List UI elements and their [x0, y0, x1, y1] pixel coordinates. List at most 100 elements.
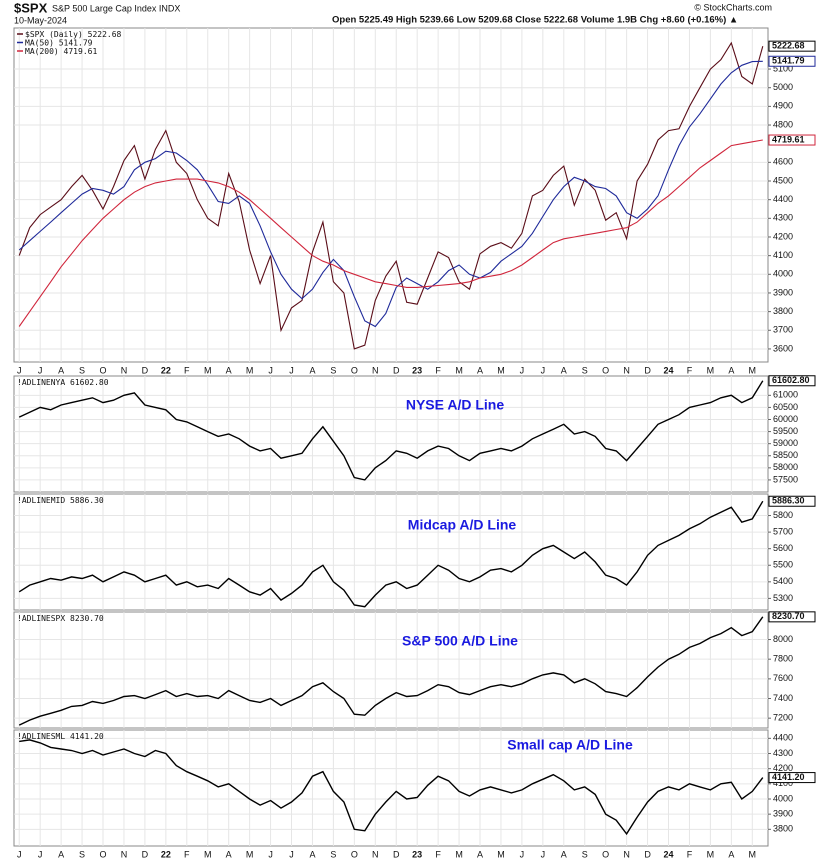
legend-entry: !ADLINESPX 8230.70 — [17, 614, 104, 623]
annotation: Small cap A/D Line — [507, 737, 633, 753]
y-tick-label: 4100 — [773, 778, 793, 788]
y-tick-label: 60000 — [773, 414, 798, 424]
y-tick-label: 7400 — [773, 693, 793, 703]
y-tick-label: 5800 — [773, 510, 793, 520]
y-tick-label: 4600 — [773, 157, 793, 167]
x-tick-label: D — [393, 365, 400, 375]
x-tick-label: N — [372, 849, 379, 859]
x-tick-label: J — [268, 365, 273, 375]
annotation: Midcap A/D Line — [408, 517, 517, 533]
last-value-label: 5141.79 — [772, 56, 805, 66]
x-tick-label: A — [309, 365, 315, 375]
x-tick-label: N — [623, 365, 630, 375]
x-tick-label: F — [184, 365, 190, 375]
y-tick-label: 5300 — [773, 593, 793, 603]
legend-name: $SPX (Daily) — [25, 30, 83, 39]
x-tick-label: D — [644, 849, 651, 859]
y-tick-label: 4100 — [773, 250, 793, 260]
legend-entry: !ADLINEMID 5886.30 — [17, 496, 104, 505]
legend-value: 61602.80 — [70, 378, 109, 387]
y-tick-label: 3800 — [773, 306, 793, 316]
x-tick-label: S — [79, 849, 85, 859]
x-tick-label: M — [749, 365, 757, 375]
legend-value: 4141.20 — [70, 732, 104, 741]
chart-title: $SPX — [14, 0, 48, 15]
y-tick-label: 3900 — [773, 287, 793, 297]
x-tick-label: N — [121, 849, 128, 859]
y-tick-label: 4400 — [773, 194, 793, 204]
legend-name: !ADLINESML — [17, 732, 65, 741]
x-tick-label: A — [58, 849, 64, 859]
panel-frame — [13, 27, 769, 363]
legend-value: 5886.30 — [70, 496, 104, 505]
x-tick-label: M — [246, 365, 254, 375]
x-tick-label: M — [707, 849, 715, 859]
legend-entry: !ADLINESML 4141.20 — [17, 732, 104, 741]
x-tick-label: M — [749, 849, 757, 859]
x-tick-label: F — [687, 849, 693, 859]
y-tick-label: 4200 — [773, 763, 793, 773]
y-tick-label: 4400 — [773, 733, 793, 743]
y-tick-label: 4000 — [773, 269, 793, 279]
y-tick-label: 4300 — [773, 213, 793, 223]
y-tick-label: 4300 — [773, 748, 793, 758]
x-tick-label: A — [728, 365, 734, 375]
last-value-label: 61602.80 — [772, 375, 810, 385]
annotation: NYSE A/D Line — [406, 397, 504, 413]
legend-name: !ADLINEMID — [17, 496, 65, 505]
x-tick-label: 22 — [161, 365, 171, 375]
x-tick-label: J — [541, 365, 546, 375]
x-tick-label: A — [226, 365, 232, 375]
x-tick-label: A — [728, 849, 734, 859]
x-tick-label: N — [623, 849, 630, 859]
x-tick-label: O — [602, 849, 609, 859]
x-tick-label: J — [17, 365, 22, 375]
x-tick-label: D — [142, 365, 149, 375]
x-tick-label: 23 — [412, 365, 422, 375]
legend-value: 8230.70 — [70, 614, 104, 623]
x-tick-label: N — [372, 365, 379, 375]
y-tick-label: 58500 — [773, 450, 798, 460]
legend-entry: !ADLINENYA 61602.80 — [17, 378, 109, 387]
y-tick-label: 59000 — [773, 438, 798, 448]
last-value-badge — [768, 375, 816, 387]
legend-entry: MA(50) 5141.79 — [25, 38, 93, 47]
x-tick-label: J — [520, 849, 525, 859]
last-value-label: 4719.61 — [772, 134, 805, 144]
x-tick-label: A — [477, 849, 483, 859]
x-tick-label: F — [435, 849, 441, 859]
x-tick-label: A — [477, 365, 483, 375]
y-tick-label: 4000 — [773, 793, 793, 803]
series-line — [19, 739, 764, 836]
x-tick-label: O — [100, 849, 107, 859]
y-tick-label: 57500 — [773, 474, 798, 484]
x-tick-label: M — [707, 365, 715, 375]
x-tick-label: F — [435, 365, 441, 375]
y-tick-label: 58000 — [773, 462, 798, 472]
y-tick-label: 3800 — [773, 824, 793, 834]
y-tick-label: 5400 — [773, 576, 793, 586]
legend-name: !ADLINESPX — [17, 614, 65, 623]
panel-frame — [13, 611, 769, 729]
last-value-label: 5222.68 — [772, 41, 805, 51]
x-tick-label: J — [520, 365, 525, 375]
x-tick-label: A — [226, 849, 232, 859]
panel-frame — [13, 493, 769, 611]
series-line — [18, 139, 763, 327]
x-tick-label: O — [351, 365, 358, 375]
legend-value: 5141.79 — [59, 38, 93, 47]
chart-subtitle: S&P 500 Large Cap Index INDX — [52, 3, 180, 13]
x-tick-label: O — [602, 365, 609, 375]
x-tick-label: 24 — [664, 849, 674, 859]
panel-frame — [13, 729, 769, 847]
x-tick-label: S — [582, 849, 588, 859]
chart-date: 10-May-2024 — [14, 15, 67, 25]
x-tick-label: J — [38, 365, 43, 375]
credit: © StockCharts.com — [694, 2, 772, 12]
series-line — [18, 380, 764, 481]
x-tick-label: N — [121, 365, 128, 375]
legend-name: !ADLINENYA — [17, 378, 65, 387]
y-tick-label: 60500 — [773, 402, 798, 412]
x-tick-label: O — [351, 849, 358, 859]
legend-name: MA(200) — [25, 47, 59, 56]
